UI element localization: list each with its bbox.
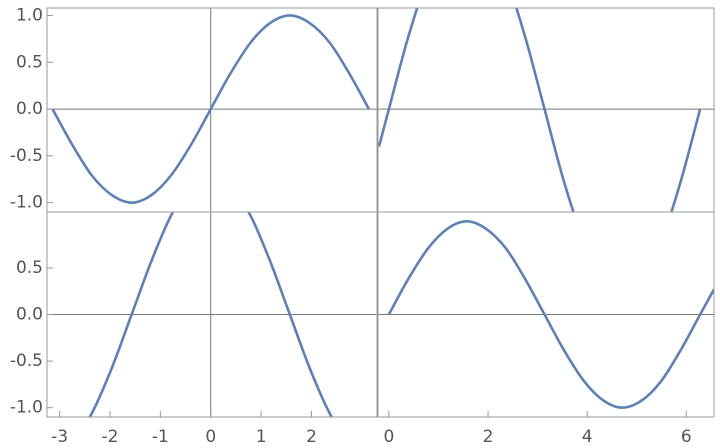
x-tick-label: -2: [102, 427, 119, 447]
x-tick-label: -3: [51, 427, 68, 447]
plot-area: [378, 220, 714, 409]
x-tick-label: 1: [256, 427, 267, 447]
panel: 0 2 4 6: [377, 211, 715, 447]
plot-area: [47, 8, 377, 212]
plot-area: [47, 212, 377, 417]
x-tick-label: 0: [205, 427, 216, 447]
line: [88, 212, 334, 417]
y-tick-label: 0.5: [16, 52, 43, 72]
y-tick-label: -1.0: [10, 193, 43, 213]
y-tick-label: -0.5: [10, 146, 43, 166]
x-tick-label: 4: [582, 427, 593, 447]
panel: 1.0 0.5 0.0 -0.5 -1.0: [10, 5, 378, 213]
y-tick-label: 0.5: [16, 258, 43, 278]
plot-area: [378, 8, 714, 212]
frame: [377, 211, 715, 418]
y-tick-label: 1.0: [16, 5, 43, 25]
x-tick-label: 6: [681, 427, 692, 447]
x-tick-label: 0: [383, 427, 394, 447]
x-tick-label: 2: [483, 427, 494, 447]
y-tick-label: 0.0: [16, 99, 43, 119]
line: [387, 220, 714, 409]
panel: 0.5 0.0 -0.5 -1.0 -3 -2 -1 0 1 2: [10, 211, 378, 447]
y-tick-label: -1.0: [10, 398, 43, 418]
y-tick-label: 0.0: [16, 305, 43, 325]
y-tick-label: -0.5: [10, 351, 43, 371]
line: [51, 14, 371, 204]
x-tick-label: 2: [306, 427, 317, 447]
x-tick-label: -1: [152, 427, 169, 447]
panel: [377, 7, 715, 213]
line: [378, 8, 702, 212]
